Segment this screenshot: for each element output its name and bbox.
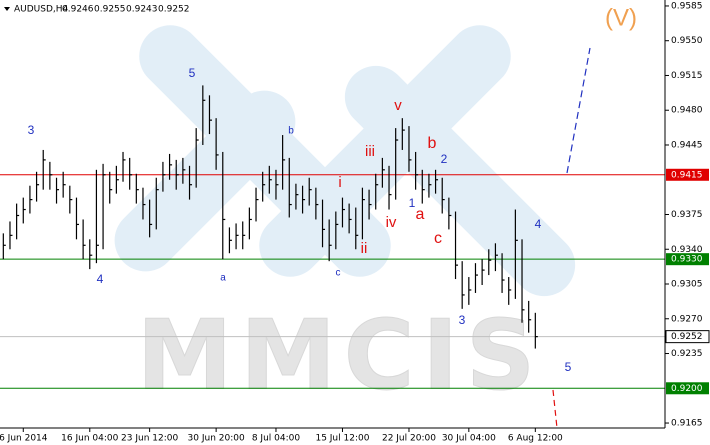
wave-label: ii [361,240,368,257]
wave-label: c [434,230,442,247]
wave-label: b [428,135,437,152]
level-label: 0.9252 [671,332,703,342]
level-label-box [665,330,710,344]
wave-label: 3 [459,313,466,327]
watermark-text: MMCIS [137,299,543,411]
header-price: 0.9255 [94,5,126,15]
wave-label: i [338,174,341,191]
wave-label: v [394,97,402,114]
bars [2,85,538,349]
wave-label: 1 [409,196,416,210]
x-tick-label: 8 Jul 04:00 [252,434,301,444]
wave-label: iii [365,143,375,160]
y-tick-label: 0.9515 [671,71,703,81]
x-tick-label: 23 Jun 12:00 [121,434,178,444]
level-label-box [666,253,709,266]
header-price: 0.9252 [158,5,190,15]
x-tick-label: 6 Aug 12:00 [508,434,563,444]
x-tick-label: 30 Jun 20:00 [188,434,245,444]
wave-label: 4 [97,272,104,286]
level-label: 0.9200 [671,384,703,394]
header-price: 0.9246 [62,5,94,15]
y-tick-label: 0.9235 [671,349,703,359]
levels [0,174,665,389]
y-tick-label: 0.9550 [671,36,703,46]
wave-label: 2 [441,152,448,166]
x-tick-label: 30 Jul 04:00 [442,434,496,444]
wave-label: 5 [565,360,572,374]
menu-arrow[interactable] [4,7,10,11]
y-tick-label: 0.9165 [671,419,703,429]
x-tick-label: 15 Jul 12:00 [315,434,369,444]
y-tick-label: 0.9305 [671,280,703,290]
wave-label: 5 [189,66,196,80]
wave-label: a [220,273,226,284]
wave-label: 4 [535,217,542,231]
wave-label: a [416,206,425,223]
wave-label: b [288,126,294,137]
forecast-line [552,389,558,429]
wave-label: c [336,268,341,279]
wave-labels: 5 3 4 a b c i ii iii iv v 1 2 b a c 3 4 … [28,4,637,374]
header: AUDUSD,H4 0.9246 0.9255 0.9243 0.9252 [4,5,190,15]
forecast-line [566,47,591,174]
x-tick-label: 16 Jun 04:00 [61,434,118,444]
y-tick-label: 0.9375 [671,210,703,220]
header-price: 0.9243 [126,5,158,15]
level-label: 0.9330 [671,255,703,265]
level-label: 0.9415 [671,170,703,180]
level-label-box [666,382,709,395]
y-tick-label: 0.9585 [671,1,703,11]
x-tick-label: 22 Jul 20:00 [382,434,436,444]
y-tick-label: 0.9445 [671,140,703,150]
y-tick-label: 0.9480 [671,106,703,116]
level-label-box [666,168,709,181]
symbol: AUDUSD,H4 [14,5,69,15]
wave-label: (V) [605,4,637,31]
y-tick-label: 0.9270 [671,314,703,324]
wave-label: 3 [28,123,35,137]
x-tick-label: 6 Jun 2014 [0,434,48,444]
y-tick-label: 0.9340 [671,245,703,255]
wave-label: iv [386,214,397,231]
